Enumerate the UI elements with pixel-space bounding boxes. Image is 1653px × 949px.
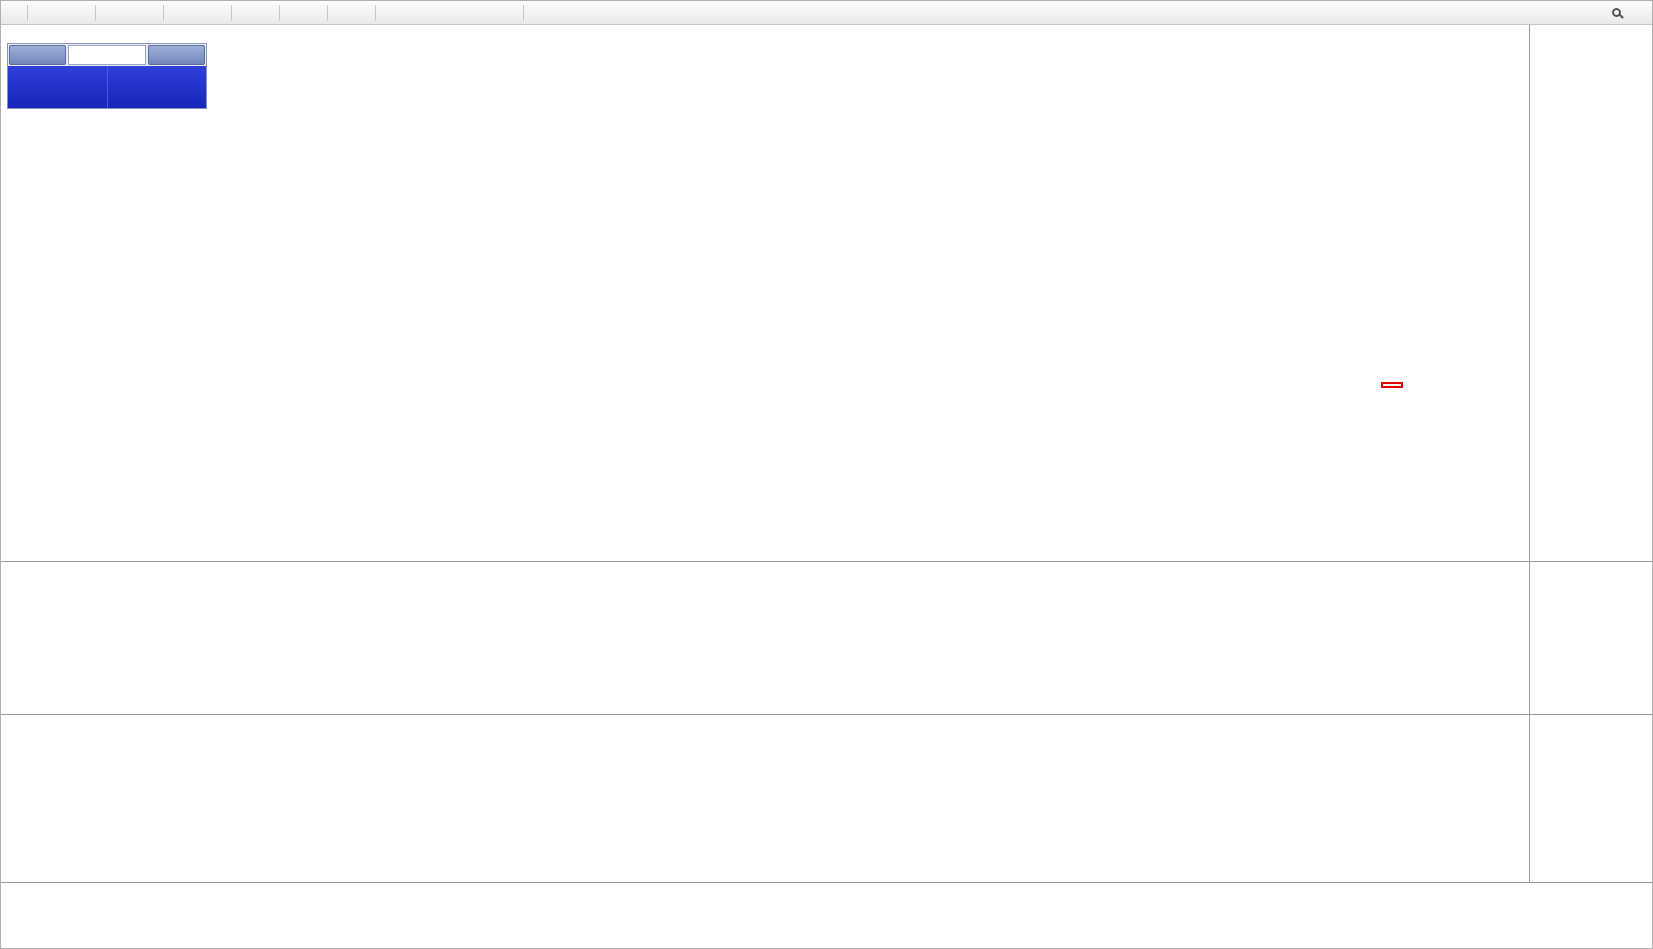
- panel-divider: [1, 882, 1652, 883]
- rsi-label: [5, 717, 10, 728]
- one-click-trading-panel: [7, 43, 207, 109]
- chart-shift-button[interactable]: [256, 3, 275, 22]
- toolbar-separator: [279, 4, 280, 21]
- toolbar-separator: [375, 4, 376, 21]
- buy-button[interactable]: [148, 45, 205, 65]
- price-annotation-box[interactable]: [1381, 382, 1403, 388]
- sell-price[interactable]: [8, 66, 107, 108]
- toolbar-separator: [523, 4, 524, 21]
- volume-input[interactable]: [68, 45, 146, 65]
- zoom-out-button[interactable]: [188, 3, 207, 22]
- trade-panel-prices: [8, 66, 206, 108]
- zoom-in-button[interactable]: [168, 3, 187, 22]
- panel-divider[interactable]: [1, 561, 1652, 562]
- toolbar-right-group: [1607, 3, 1649, 22]
- main-price-chart[interactable]: [1, 25, 1529, 561]
- crosshair-button[interactable]: [352, 3, 371, 22]
- autotrading-button[interactable]: [72, 3, 91, 22]
- toolbar: [1, 1, 1652, 25]
- profiles-button[interactable]: [52, 3, 71, 22]
- auto-scroll-button[interactable]: [236, 3, 255, 22]
- toolbar-separator: [163, 4, 164, 21]
- charts-button[interactable]: [32, 3, 51, 22]
- price-separator: [106, 66, 108, 108]
- trendline-tool-button[interactable]: [420, 3, 439, 22]
- buy-price[interactable]: [108, 66, 207, 108]
- toolbar-separator: [95, 4, 96, 21]
- sell-button[interactable]: [9, 45, 66, 65]
- toolbar-separator: [231, 4, 232, 21]
- price-axis[interactable]: [1530, 25, 1652, 948]
- window-layout-button[interactable]: [1630, 3, 1649, 22]
- rsi-panel: [1, 714, 1529, 882]
- vertical-line-tool-button[interactable]: [380, 3, 399, 22]
- trade-panel-controls: [8, 44, 206, 66]
- text-tool-button[interactable]: [480, 3, 499, 22]
- fibonacci-tool-button[interactable]: [460, 3, 479, 22]
- chart-area[interactable]: [1, 25, 1652, 948]
- cursor-button[interactable]: [332, 3, 351, 22]
- channel-tool-button[interactable]: [440, 3, 459, 22]
- toolbar-separator: [327, 4, 328, 21]
- arrow-tool-button[interactable]: [500, 3, 519, 22]
- panel-divider[interactable]: [1, 714, 1652, 715]
- toolbar-separator: [27, 4, 28, 21]
- line-chart-button[interactable]: [140, 3, 159, 22]
- bar-chart-button[interactable]: [100, 3, 119, 22]
- tile-windows-button[interactable]: [208, 3, 227, 22]
- horizontal-line-tool-button[interactable]: [400, 3, 419, 22]
- templates-button[interactable]: [304, 3, 323, 22]
- candlestick-chart-button[interactable]: [120, 3, 139, 22]
- indicators-button[interactable]: [284, 3, 303, 22]
- macd-label: [5, 564, 15, 575]
- macd-panel: [1, 561, 1529, 714]
- search-icon: [1612, 8, 1621, 17]
- price-axis-divider: [1529, 25, 1530, 882]
- time-axis[interactable]: [1, 882, 1652, 948]
- search-button[interactable]: [1607, 3, 1626, 22]
- new-order-button[interactable]: [4, 3, 23, 22]
